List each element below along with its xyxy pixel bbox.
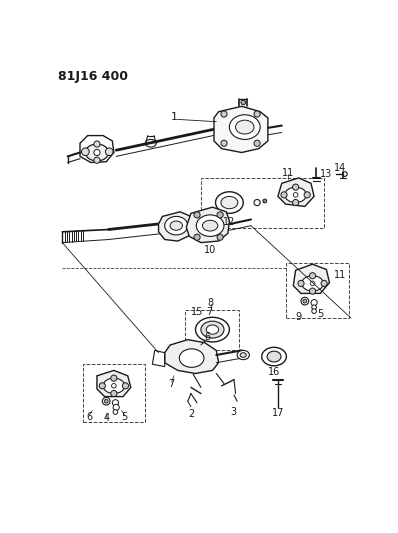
Text: 3: 3 <box>230 407 236 417</box>
Ellipse shape <box>179 349 204 367</box>
Text: 6: 6 <box>204 332 210 342</box>
Text: 5: 5 <box>317 309 323 319</box>
Text: 8: 8 <box>208 297 214 308</box>
Circle shape <box>113 410 118 414</box>
Text: 10: 10 <box>204 245 216 255</box>
Circle shape <box>241 100 246 105</box>
Bar <box>185 310 239 350</box>
Circle shape <box>105 148 113 156</box>
Circle shape <box>310 281 315 286</box>
Circle shape <box>217 234 223 240</box>
Circle shape <box>94 141 100 147</box>
Ellipse shape <box>302 276 323 291</box>
Text: 17: 17 <box>272 408 284 418</box>
Circle shape <box>122 383 129 389</box>
Ellipse shape <box>201 321 224 338</box>
Circle shape <box>321 280 327 287</box>
Polygon shape <box>97 370 131 397</box>
Circle shape <box>293 192 298 197</box>
Text: 15: 15 <box>191 307 203 317</box>
Circle shape <box>263 199 267 203</box>
Text: 14: 14 <box>334 163 346 173</box>
Polygon shape <box>278 178 314 206</box>
Circle shape <box>312 305 316 310</box>
Ellipse shape <box>103 378 125 393</box>
Text: 81J16 400: 81J16 400 <box>59 70 129 83</box>
Circle shape <box>112 400 119 406</box>
Circle shape <box>111 384 116 388</box>
Polygon shape <box>293 264 330 294</box>
Circle shape <box>221 111 227 117</box>
Text: 16: 16 <box>268 367 280 377</box>
Circle shape <box>310 288 316 294</box>
Ellipse shape <box>165 216 188 235</box>
Circle shape <box>254 199 260 206</box>
Circle shape <box>113 405 119 410</box>
Ellipse shape <box>203 220 218 231</box>
Ellipse shape <box>196 215 224 237</box>
Circle shape <box>310 273 316 279</box>
Circle shape <box>217 212 223 218</box>
Circle shape <box>194 212 200 218</box>
Circle shape <box>293 184 298 190</box>
Circle shape <box>94 157 100 163</box>
Ellipse shape <box>267 351 281 362</box>
Text: 9: 9 <box>296 311 302 321</box>
Circle shape <box>111 391 117 397</box>
Text: 13: 13 <box>320 169 332 179</box>
Text: 11: 11 <box>282 168 294 179</box>
Circle shape <box>99 383 105 389</box>
Text: 11: 11 <box>334 270 346 280</box>
Circle shape <box>94 149 100 156</box>
Circle shape <box>301 297 309 305</box>
Ellipse shape <box>216 192 243 213</box>
Polygon shape <box>186 207 229 243</box>
Ellipse shape <box>195 317 229 342</box>
Ellipse shape <box>237 350 250 360</box>
Ellipse shape <box>285 187 306 203</box>
Circle shape <box>102 398 110 405</box>
Text: 12: 12 <box>223 217 236 227</box>
Ellipse shape <box>170 221 182 230</box>
Ellipse shape <box>221 196 238 209</box>
Text: 6: 6 <box>86 411 92 422</box>
Ellipse shape <box>240 353 246 357</box>
Text: 4: 4 <box>103 413 109 423</box>
Polygon shape <box>158 212 193 241</box>
Circle shape <box>281 192 287 198</box>
Circle shape <box>111 375 117 381</box>
Polygon shape <box>214 106 268 152</box>
Circle shape <box>194 234 200 240</box>
Text: 7: 7 <box>206 307 213 317</box>
Circle shape <box>221 140 227 147</box>
Text: 2: 2 <box>189 409 195 419</box>
Text: 5: 5 <box>121 411 128 422</box>
Ellipse shape <box>206 325 219 334</box>
Circle shape <box>304 192 310 198</box>
Circle shape <box>254 111 260 117</box>
Circle shape <box>311 300 317 306</box>
Ellipse shape <box>262 348 287 366</box>
Bar <box>286 263 349 318</box>
Circle shape <box>254 140 260 147</box>
Bar <box>83 364 145 422</box>
Text: 1: 1 <box>170 112 178 122</box>
Polygon shape <box>165 340 219 374</box>
Circle shape <box>82 148 89 156</box>
Bar <box>201 178 324 228</box>
Ellipse shape <box>229 115 260 140</box>
Ellipse shape <box>86 144 109 161</box>
Circle shape <box>312 309 316 313</box>
Ellipse shape <box>236 120 254 134</box>
Circle shape <box>303 299 307 303</box>
Circle shape <box>293 199 298 206</box>
Text: 7: 7 <box>168 378 175 389</box>
Circle shape <box>298 280 304 287</box>
Circle shape <box>104 399 108 403</box>
